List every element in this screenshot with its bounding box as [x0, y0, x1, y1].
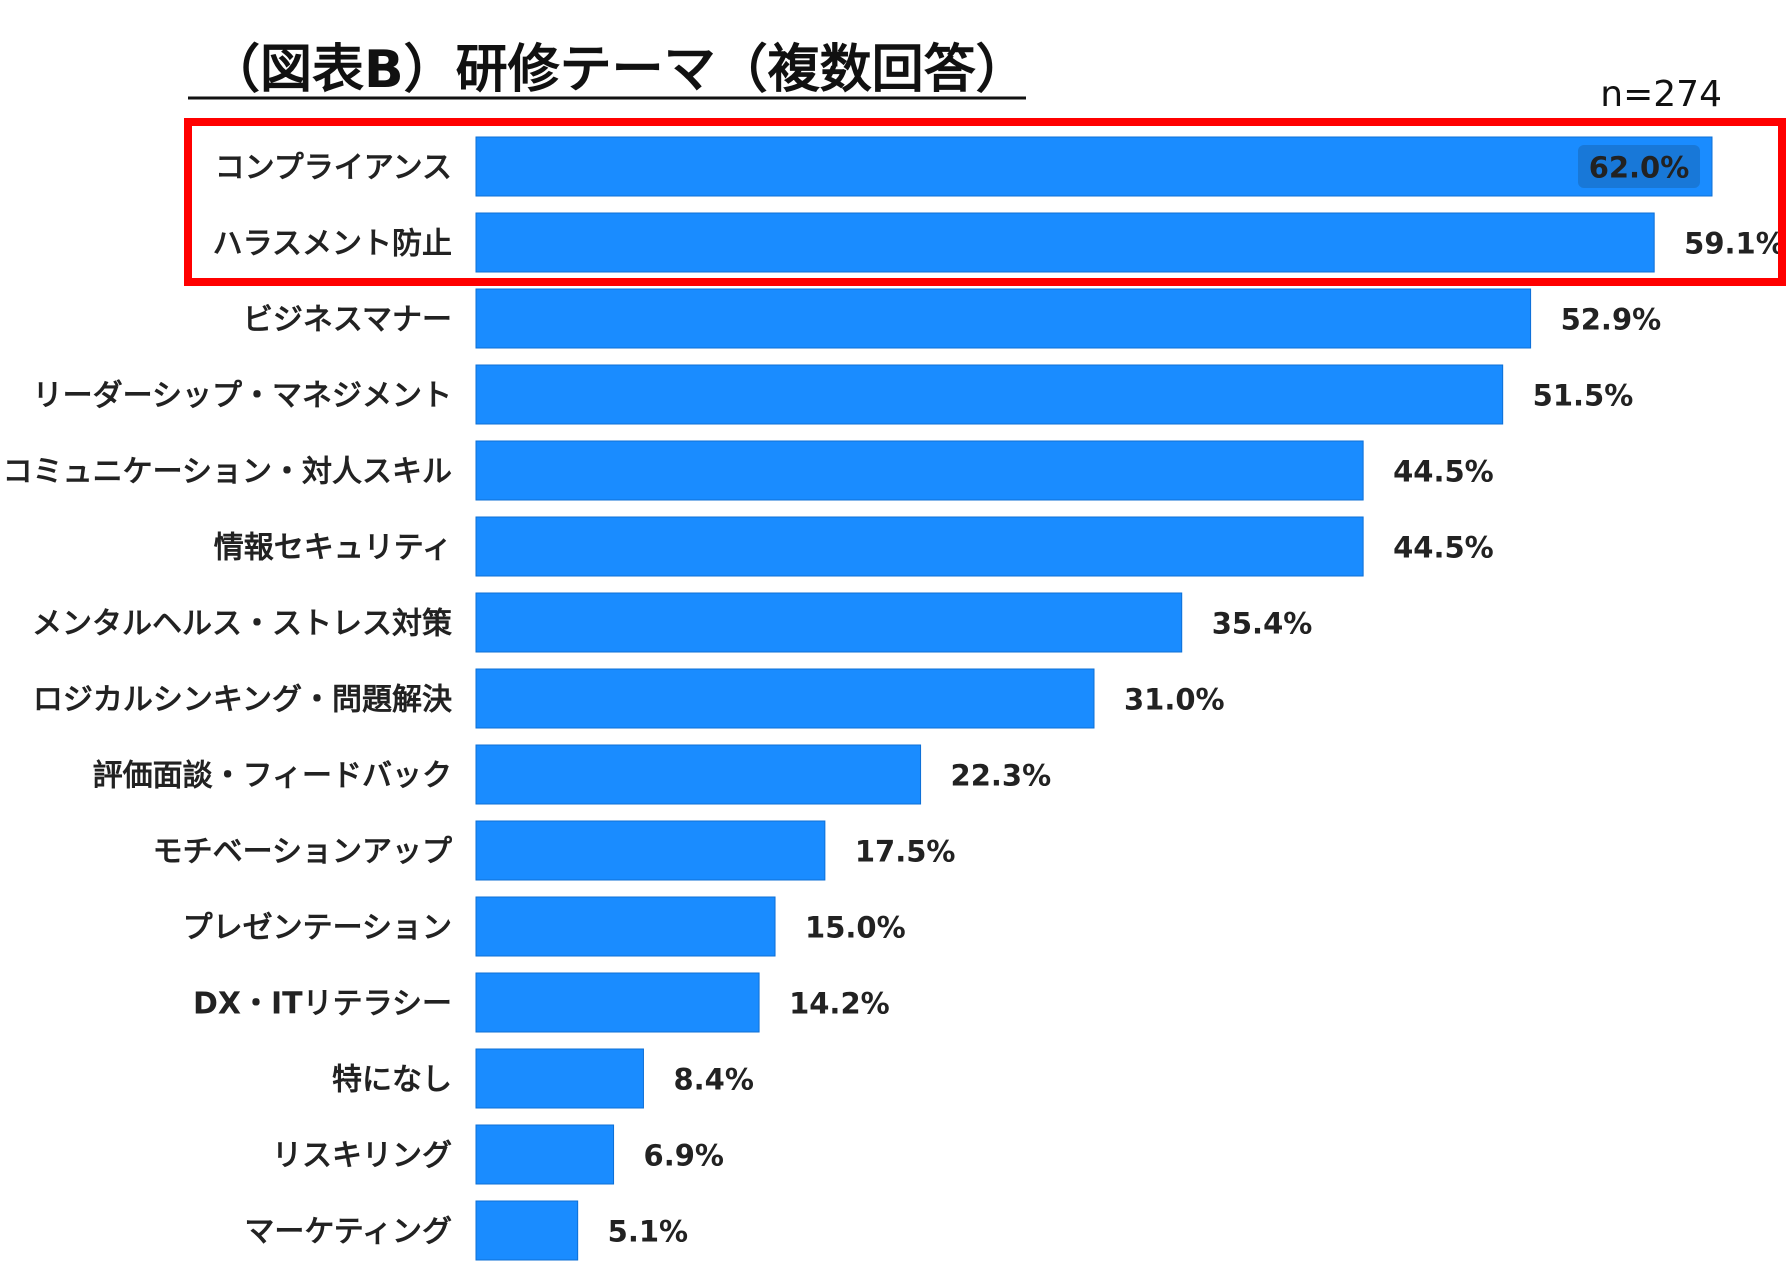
bar-1	[475, 212, 1655, 273]
category-label-3: リーダーシップ・マネジメント	[33, 379, 452, 414]
category-label-8: 評価面談・フィードバック	[93, 759, 452, 794]
value-label-4: 44.5%	[1393, 455, 1494, 489]
category-label-4: コミュニケーション・対人スキル	[3, 455, 452, 490]
category-label-12: 特になし	[332, 1063, 452, 1098]
value-label-8: 22.3%	[951, 759, 1052, 793]
bar-0	[475, 136, 1713, 197]
value-label-12: 8.4%	[673, 1063, 753, 1097]
value-label-2: 52.9%	[1561, 303, 1662, 337]
bar-12	[475, 1048, 644, 1109]
category-label-2: ビジネスマナー	[243, 303, 452, 338]
bar-11	[475, 972, 760, 1033]
value-label-5: 44.5%	[1393, 531, 1494, 565]
bar-6	[475, 592, 1183, 653]
category-label-9: モチベーションアップ	[153, 835, 453, 870]
value-label-10: 15.0%	[805, 911, 906, 945]
value-label-chip-0	[1578, 145, 1700, 188]
bar-7	[475, 668, 1095, 729]
bar-4	[475, 440, 1364, 501]
category-label-11: DX・ITリテラシー	[193, 987, 452, 1022]
value-label-1: 59.1%	[1684, 227, 1785, 261]
value-label-6: 35.4%	[1212, 607, 1313, 641]
chart-title: （図表B）研修テーマ（複数回答）	[208, 40, 1028, 100]
bar-8	[475, 744, 922, 805]
value-label-7: 31.0%	[1124, 683, 1225, 717]
highlight-frame	[184, 118, 1786, 286]
bar-2	[475, 288, 1532, 349]
value-label-3: 51.5%	[1533, 379, 1634, 413]
bar-3	[475, 364, 1504, 425]
category-label-0: コンプライアンス	[215, 151, 452, 186]
value-label-9: 17.5%	[855, 835, 956, 869]
bar-13	[475, 1124, 615, 1185]
value-label-0: 62.0%	[1589, 151, 1690, 185]
bar-10	[475, 896, 776, 957]
value-label-13: 6.9%	[644, 1139, 724, 1173]
category-label-1: ハラスメント防止	[213, 227, 452, 262]
category-label-14: マーケティング	[244, 1215, 452, 1250]
sample-size: n=274	[1600, 74, 1722, 115]
category-label-7: ロジカルシンキング・問題解決	[33, 683, 453, 718]
value-label-14: 5.1%	[608, 1215, 688, 1249]
bars-group: コンプライアンス 62.0% ハラスメント防止 59.1% ビジネスマナー 52.9% リー…	[3, 136, 1785, 1261]
category-label-5: 情報セキュリティ	[214, 531, 452, 566]
category-label-10: プレゼンテーション	[183, 911, 452, 946]
category-label-13: リスキリング	[272, 1139, 452, 1174]
category-label-6: メンタルヘルス・ストレス対策	[32, 607, 452, 642]
bar-14	[475, 1200, 579, 1261]
bar-9	[475, 820, 826, 881]
value-label-11: 14.2%	[789, 987, 890, 1021]
bar-5	[475, 516, 1364, 577]
